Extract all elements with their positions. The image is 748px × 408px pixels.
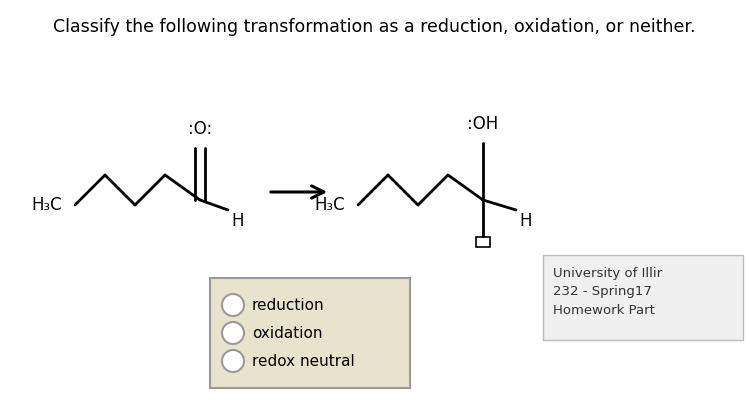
Bar xyxy=(543,255,743,340)
Text: University of Illir: University of Illir xyxy=(553,266,662,279)
Text: reduction: reduction xyxy=(252,297,325,313)
Text: oxidation: oxidation xyxy=(252,326,322,341)
Text: Homework Part: Homework Part xyxy=(553,304,655,317)
Circle shape xyxy=(222,350,244,372)
Text: H: H xyxy=(231,212,244,230)
Text: :O:: :O: xyxy=(188,120,212,138)
Text: 232 - Spring17: 232 - Spring17 xyxy=(553,286,652,299)
Circle shape xyxy=(222,294,244,316)
Bar xyxy=(210,278,410,388)
Text: Classify the following transformation as a reduction, oxidation, or neither.: Classify the following transformation as… xyxy=(53,18,695,36)
Text: H: H xyxy=(519,212,532,230)
Text: redox neutral: redox neutral xyxy=(252,353,355,368)
Circle shape xyxy=(222,322,244,344)
Bar xyxy=(476,237,490,247)
Text: :OH: :OH xyxy=(468,115,499,133)
Text: H₃C: H₃C xyxy=(314,196,345,214)
Text: H₃C: H₃C xyxy=(31,196,62,214)
